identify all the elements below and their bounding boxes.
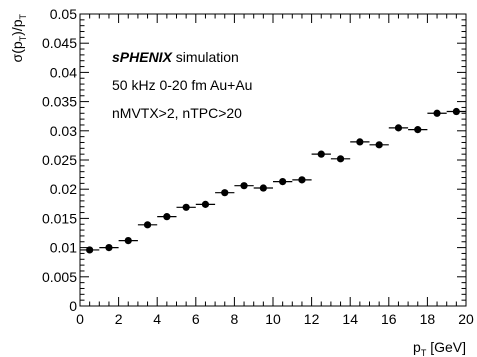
data-point <box>221 189 229 197</box>
data-point <box>452 107 460 116</box>
x-tick-label: 16 <box>381 311 397 327</box>
y-tick-label: 0.04 <box>50 64 77 80</box>
axis-label-subscript: T <box>18 14 28 20</box>
axis-label-subscript: T <box>18 35 28 41</box>
y-tick-label: 0.025 <box>42 152 77 168</box>
axis-label-part: [GeV] <box>426 339 466 355</box>
y-tick-label: 0.02 <box>50 181 77 197</box>
tick-labels: 0 2 4 6 8 10 12 14 16 18 20 0 0.005 0.01 0.015 0.02 0.02… <box>42 6 474 327</box>
axis-label-part: σ(p <box>9 41 25 62</box>
data-point <box>163 213 171 221</box>
x-tick-label: 2 <box>115 311 123 327</box>
data-point <box>240 182 248 190</box>
x-tick-label: 20 <box>458 311 474 327</box>
axes <box>79 13 467 307</box>
y-tick-label: 0.035 <box>42 94 77 110</box>
annotation-collision: 50 kHz 0-20 fm Au+Au <box>112 77 252 93</box>
data-point <box>201 200 210 208</box>
annotation-experiment-rest: simulation <box>172 49 239 65</box>
annotation-cuts: nMVTX>2, nTPC>20 <box>112 105 242 121</box>
y-tick-label: 0.01 <box>50 240 77 256</box>
data-point <box>336 155 345 163</box>
x-tick-label: 0 <box>76 311 84 327</box>
x-tick-label: 8 <box>231 311 239 327</box>
axis-label-subscript: T <box>421 348 427 357</box>
data-point <box>182 203 190 211</box>
data-point <box>317 150 325 158</box>
annotation-experiment-bold: sPHENIX <box>112 49 174 65</box>
y-tick-label: 0.05 <box>50 6 77 22</box>
data-point <box>356 138 364 146</box>
data-point <box>375 141 383 149</box>
y-tick-label: 0.015 <box>42 210 77 226</box>
data-point <box>433 109 441 117</box>
data-markers <box>80 107 466 254</box>
data-point <box>86 246 94 254</box>
axis-label-part: p <box>413 339 421 355</box>
y-tick-label: 0.045 <box>42 35 77 51</box>
x-axis-label: pT​ [GeV] <box>413 339 466 357</box>
annotation-experiment: sPHENIX simulation <box>112 49 239 65</box>
y-tick-label: 0.005 <box>42 269 77 285</box>
data-point <box>394 124 403 132</box>
axis-label-part: )/p <box>9 19 25 36</box>
data-point <box>414 126 422 134</box>
x-tick-label: 10 <box>265 311 281 327</box>
x-tick-label: 12 <box>304 311 320 327</box>
data-point <box>259 184 267 192</box>
y-tick-label: 0.03 <box>50 123 77 139</box>
x-tick-label: 18 <box>420 311 436 327</box>
x-tick-label: 14 <box>342 311 358 327</box>
x-tick-label: 4 <box>153 311 161 327</box>
data-point <box>298 176 306 184</box>
data-point <box>124 236 132 245</box>
y-axis-label: σ(pT​)/pT​ <box>9 14 28 63</box>
data-point <box>279 178 287 186</box>
x-tick-label: 6 <box>192 311 200 327</box>
data-point <box>143 221 152 229</box>
y-tick-label: 0 <box>69 298 77 314</box>
data-point <box>105 244 113 252</box>
